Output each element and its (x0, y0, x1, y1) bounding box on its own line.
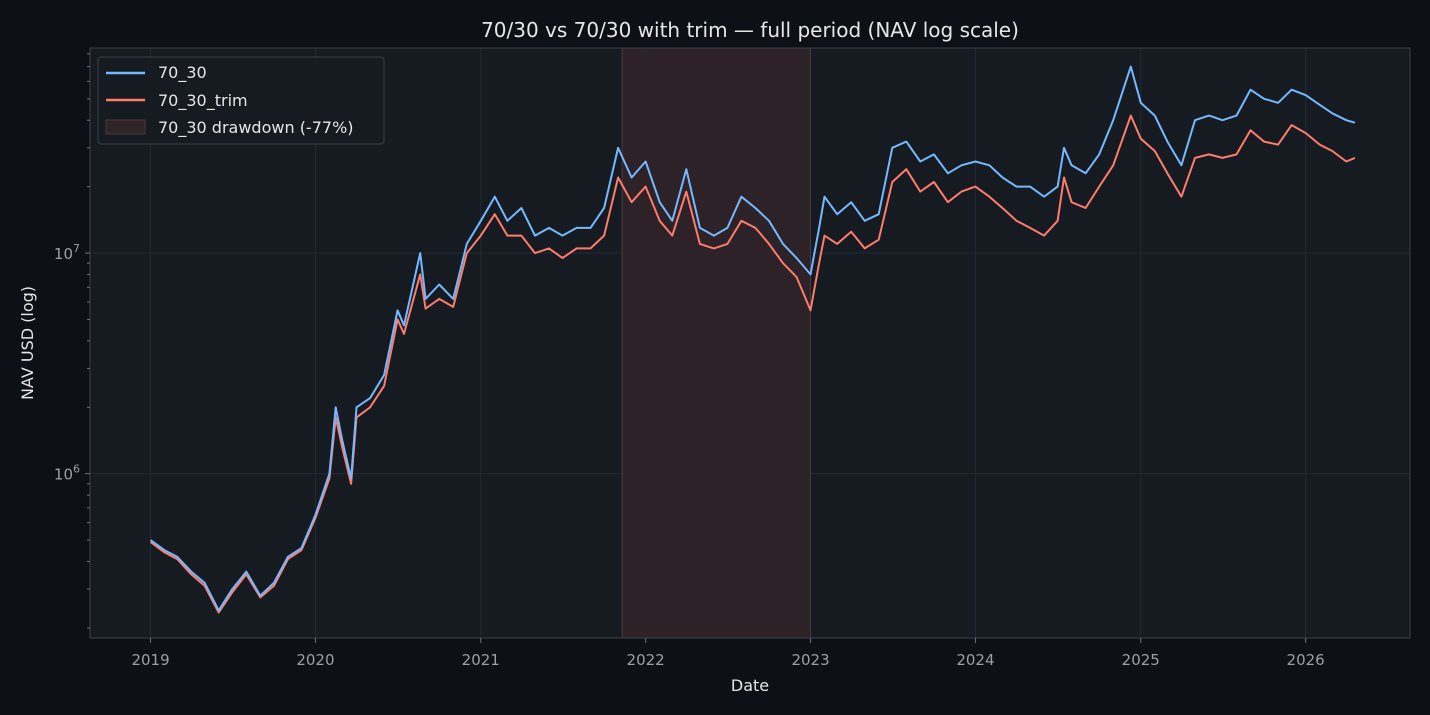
x-tick-label-2021: 2021 (462, 651, 500, 669)
drawdown-band (621, 47, 812, 639)
legend-label-70-30-trim: 70_30_trim (158, 91, 248, 111)
legend-label-drawdown: 70_30 drawdown (-77%) (158, 118, 354, 138)
legend-label-70-30: 70_30 (158, 63, 207, 83)
x-tick-label-2026: 2026 (1287, 651, 1325, 669)
x-axis-label: Date (731, 676, 769, 695)
x-axis-ticks: 2019 2020 2021 2022 2023 2024 2025 2026 (131, 638, 1325, 669)
plot-frame (89, 47, 1411, 639)
legend: 70_30 70_30_trim 70_30 drawdown (-77%) (97, 56, 385, 145)
x-tick-label-2020: 2020 (296, 651, 334, 669)
series-line-70-30 (149, 65, 1356, 612)
legend-box (97, 56, 385, 145)
series-layer (149, 65, 1356, 614)
legend-swatch-drawdown (105, 119, 146, 135)
x-tick-label-2024: 2024 (956, 651, 994, 669)
x-tick-label-2019: 2019 (131, 651, 169, 669)
x-tick-label-2022: 2022 (627, 651, 665, 669)
x-tick-label-2025: 2025 (1122, 651, 1160, 669)
x-tick-label-2023: 2023 (791, 651, 829, 669)
y-axis-label: NAV USD (log) (18, 286, 37, 400)
series-line-70-30-trim (149, 114, 1356, 614)
chart-title: 70/30 vs 70/30 with trim — full period (… (481, 18, 1019, 42)
